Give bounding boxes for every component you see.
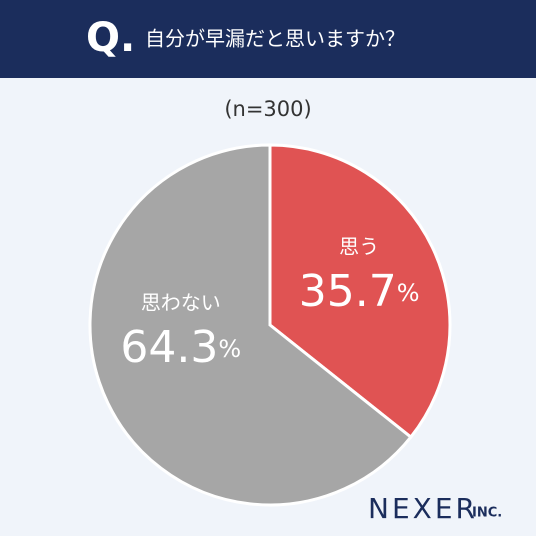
- pie-slice: [88, 143, 413, 507]
- slice-label: 思わない: [141, 290, 221, 314]
- logo-name: NEXER: [368, 492, 478, 525]
- slice-label: 思う: [339, 235, 379, 259]
- header-band: [0, 0, 536, 78]
- question-mark: Q.: [86, 15, 135, 61]
- chart-subtitle: (n=300): [224, 97, 311, 121]
- value-label: 64.3%: [120, 322, 241, 373]
- chart-title: 自分が早漏だと思いますか？: [145, 27, 405, 51]
- value-label: 35.7%: [299, 266, 420, 317]
- logo-suffix: INC.: [472, 506, 502, 521]
- pie-slice: [268, 143, 452, 440]
- pie: 思う 35.7% 思わない 64.3%: [88, 143, 452, 507]
